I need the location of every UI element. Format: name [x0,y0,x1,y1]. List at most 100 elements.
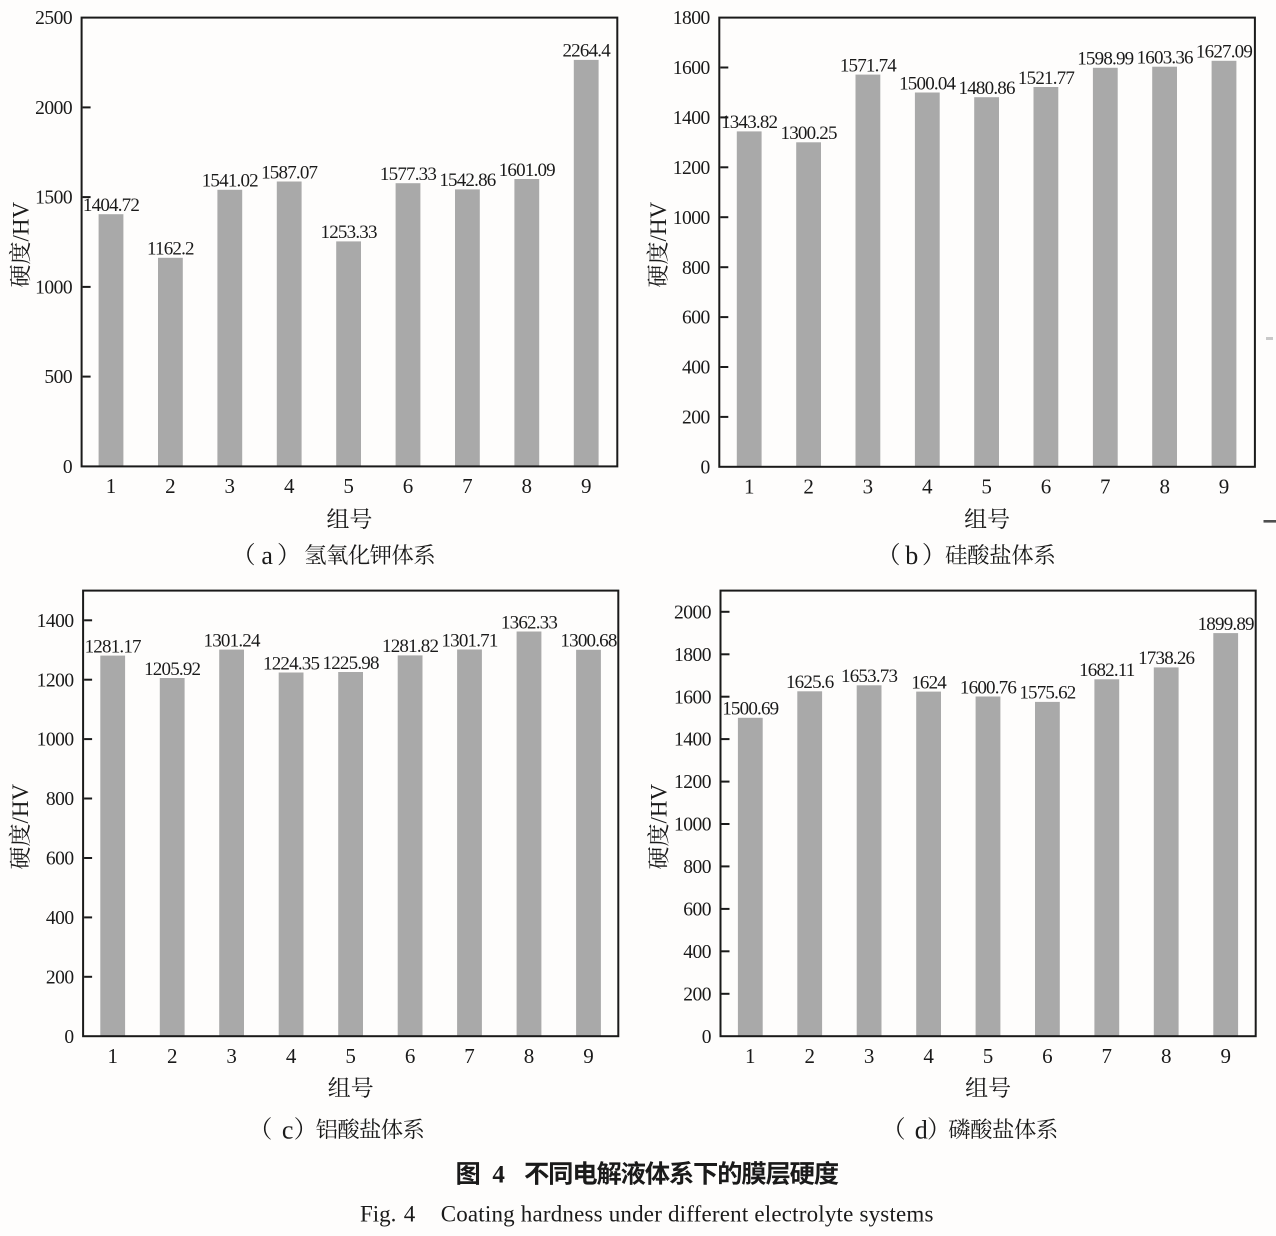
svg-text:1200: 1200 [674,772,711,793]
svg-text:/HV: /HV [8,784,33,824]
svg-text:8: 8 [1161,1044,1172,1068]
svg-text:5: 5 [343,474,354,498]
svg-text:1600.76: 1600.76 [960,677,1016,698]
svg-text:/HV: /HV [646,202,671,242]
svg-text:3: 3 [863,475,874,499]
svg-text:0: 0 [701,457,710,478]
svg-text:1600: 1600 [674,687,711,708]
svg-text:1601.09: 1601.09 [499,160,555,181]
svg-text:2: 2 [804,1044,815,1068]
svg-text:1400: 1400 [673,108,710,129]
svg-text:/HV: /HV [8,202,33,242]
svg-text:3: 3 [226,1044,237,1068]
svg-text:2: 2 [165,474,176,498]
svg-text:1400: 1400 [674,730,711,751]
svg-text:1224.35: 1224.35 [263,653,319,674]
svg-text:d: d [915,1116,928,1145]
svg-text:3: 3 [864,1044,875,1068]
svg-text:1: 1 [107,1044,118,1068]
svg-text:1162.2: 1162.2 [147,239,194,260]
svg-text:5: 5 [983,1044,994,1068]
svg-text:6: 6 [405,1044,416,1068]
svg-text:800: 800 [46,789,74,810]
svg-text:1253.33: 1253.33 [321,222,377,243]
svg-text:1500.69: 1500.69 [722,699,778,720]
svg-text:6: 6 [1041,475,1052,499]
svg-text:2500: 2500 [35,8,72,29]
svg-text:600: 600 [682,308,710,329]
svg-text:6: 6 [1042,1044,1053,1068]
svg-text:1400: 1400 [37,611,74,632]
svg-text:600: 600 [683,900,711,921]
svg-text:8: 8 [1159,475,1170,499]
svg-text:1521.77: 1521.77 [1018,68,1074,89]
svg-text:1600: 1600 [673,58,710,79]
svg-text:Fig.: Fig. [360,1201,396,1226]
svg-text:8: 8 [522,474,533,498]
svg-text:4: 4 [492,1162,505,1189]
svg-text:1281.82: 1281.82 [382,636,438,657]
svg-text:Coating hardness under differe: Coating hardness under different electro… [441,1201,934,1226]
svg-text:9: 9 [581,474,592,498]
svg-text:1800: 1800 [674,645,711,666]
svg-text:1577.33: 1577.33 [380,164,436,185]
svg-text:1575.62: 1575.62 [1019,683,1075,704]
svg-text:1682.11: 1682.11 [1079,660,1135,681]
svg-text:9: 9 [583,1044,594,1068]
svg-text:1480.86: 1480.86 [959,78,1015,99]
svg-text:1300.25: 1300.25 [781,123,837,144]
svg-text:1653.73: 1653.73 [841,666,897,687]
svg-text:1800: 1800 [673,8,710,29]
svg-text:400: 400 [683,942,711,963]
svg-text:1225.98: 1225.98 [323,653,379,674]
svg-text:7: 7 [1100,475,1111,499]
svg-text:0: 0 [63,457,72,478]
svg-text:1200: 1200 [673,158,710,179]
svg-text:9: 9 [1219,475,1230,499]
svg-text:5: 5 [981,475,992,499]
svg-text:1: 1 [745,1044,756,1068]
svg-text:2264.4: 2264.4 [562,41,611,62]
svg-text:1205.92: 1205.92 [144,659,200,680]
svg-text:400: 400 [46,908,74,929]
svg-text:1738.26: 1738.26 [1138,648,1194,669]
svg-text:200: 200 [683,984,711,1005]
svg-text:1: 1 [106,474,117,498]
svg-text:4: 4 [923,1044,934,1068]
svg-text:5: 5 [345,1044,356,1068]
svg-text:1301.71: 1301.71 [441,630,497,651]
svg-text:500: 500 [44,367,72,388]
svg-text:800: 800 [682,258,710,279]
svg-text:/HV: /HV [647,784,672,824]
svg-text:b: b [905,541,918,570]
svg-text:1625.6: 1625.6 [786,672,834,693]
svg-text:7: 7 [1102,1044,1113,1068]
svg-text:3: 3 [225,474,236,498]
svg-text:7: 7 [464,1044,475,1068]
svg-text:0: 0 [64,1027,73,1048]
svg-text:1000: 1000 [35,278,72,299]
svg-text:200: 200 [46,967,74,988]
svg-text:4: 4 [922,475,933,499]
svg-text:2000: 2000 [674,602,711,623]
svg-text:200: 200 [682,408,710,429]
svg-text:1899.89: 1899.89 [1198,614,1254,635]
svg-text:1000: 1000 [37,730,74,751]
svg-text:1362.33: 1362.33 [501,612,557,633]
svg-text:1627.09: 1627.09 [1196,42,1252,63]
svg-text:1624: 1624 [911,672,947,693]
svg-text:4: 4 [286,1044,297,1068]
svg-text:1404.72: 1404.72 [83,195,139,216]
svg-text:1542.86: 1542.86 [439,170,495,191]
svg-text:8: 8 [524,1044,535,1068]
svg-text:2: 2 [803,475,814,499]
svg-text:600: 600 [46,849,74,870]
svg-text:1301.24: 1301.24 [204,630,261,651]
svg-text:1500: 1500 [35,188,72,209]
svg-text:a: a [261,541,273,570]
svg-text:2: 2 [167,1044,178,1068]
svg-text:1571.74: 1571.74 [840,55,897,76]
svg-text:1300.68: 1300.68 [560,631,616,652]
svg-text:1603.36: 1603.36 [1137,48,1193,69]
svg-text:1: 1 [744,475,755,499]
